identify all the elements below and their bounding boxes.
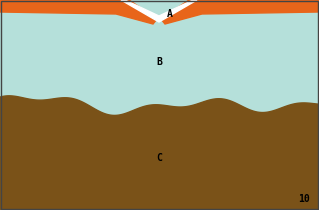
Text: 10: 10 — [298, 194, 310, 204]
Polygon shape — [121, 0, 197, 22]
Text: A: A — [167, 9, 173, 19]
Text: C: C — [156, 153, 162, 163]
Polygon shape — [161, 0, 319, 24]
Polygon shape — [0, 0, 157, 24]
Polygon shape — [0, 96, 319, 210]
Text: B: B — [156, 57, 162, 67]
